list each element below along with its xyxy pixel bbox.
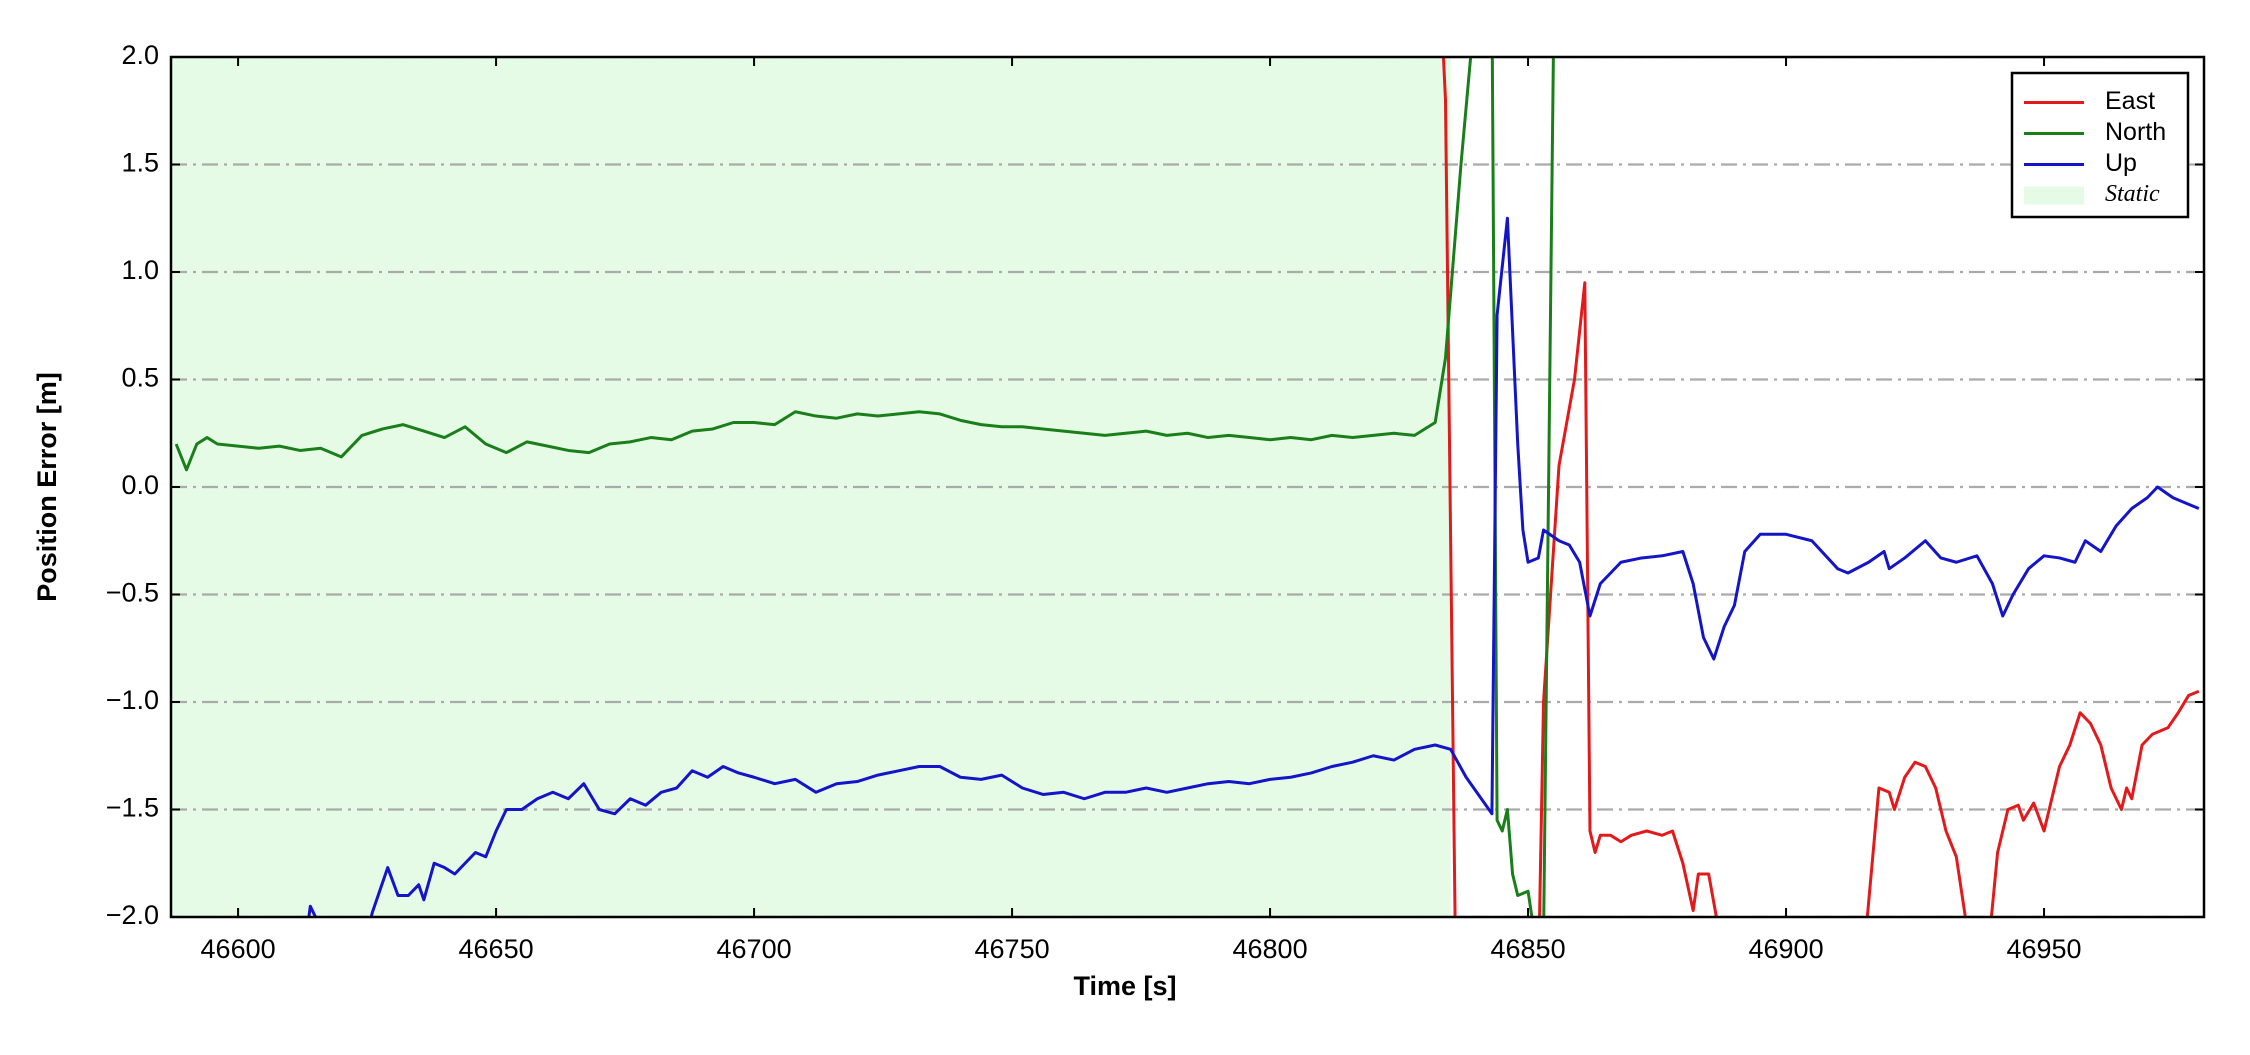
x-tick-label: 46750 (975, 934, 1050, 964)
x-tick-label: 46700 (717, 934, 792, 964)
y-tick-label: −1.0 (106, 685, 159, 715)
y-tick-label: −0.5 (106, 578, 159, 608)
legend-label: Static (2105, 181, 2160, 207)
y-tick-label: 1.5 (121, 148, 159, 178)
plot-area (171, 57, 2204, 917)
y-tick-label: −2.0 (106, 900, 159, 930)
y-axis-label: Position Error [m] (32, 372, 62, 602)
x-tick-label: 46800 (1233, 934, 1308, 964)
x-axis-label: Time [s] (1073, 971, 1176, 1001)
series-line (174, 57, 1555, 917)
x-tick-label: 46850 (1491, 934, 1566, 964)
legend-label: Up (2105, 149, 2137, 177)
x-tick-label: 46900 (1749, 934, 1824, 964)
y-tick-label: 0.5 (121, 363, 159, 393)
legend-label: North (2105, 118, 2166, 146)
legend-label: East (2105, 87, 2155, 115)
legend: East North Up Static (2010, 71, 2190, 219)
plot-frame (169, 55, 2206, 919)
series-line (1441, 57, 2200, 917)
y-tick-label: 1.0 (121, 255, 159, 285)
y-tick-label: 2.0 (121, 40, 159, 70)
x-tick-label: 46950 (2006, 934, 2081, 964)
series-line (307, 216, 2200, 917)
y-tick-label: 0.0 (121, 470, 159, 500)
y-tick-label: −1.5 (106, 793, 159, 823)
x-tick-label: 46650 (459, 934, 534, 964)
x-tick-label: 46600 (201, 934, 276, 964)
legend-swatch (2024, 186, 2084, 205)
